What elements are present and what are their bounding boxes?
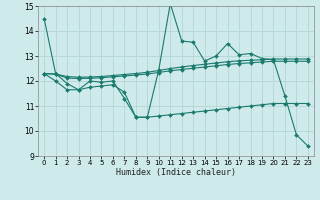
X-axis label: Humidex (Indice chaleur): Humidex (Indice chaleur) xyxy=(116,168,236,177)
